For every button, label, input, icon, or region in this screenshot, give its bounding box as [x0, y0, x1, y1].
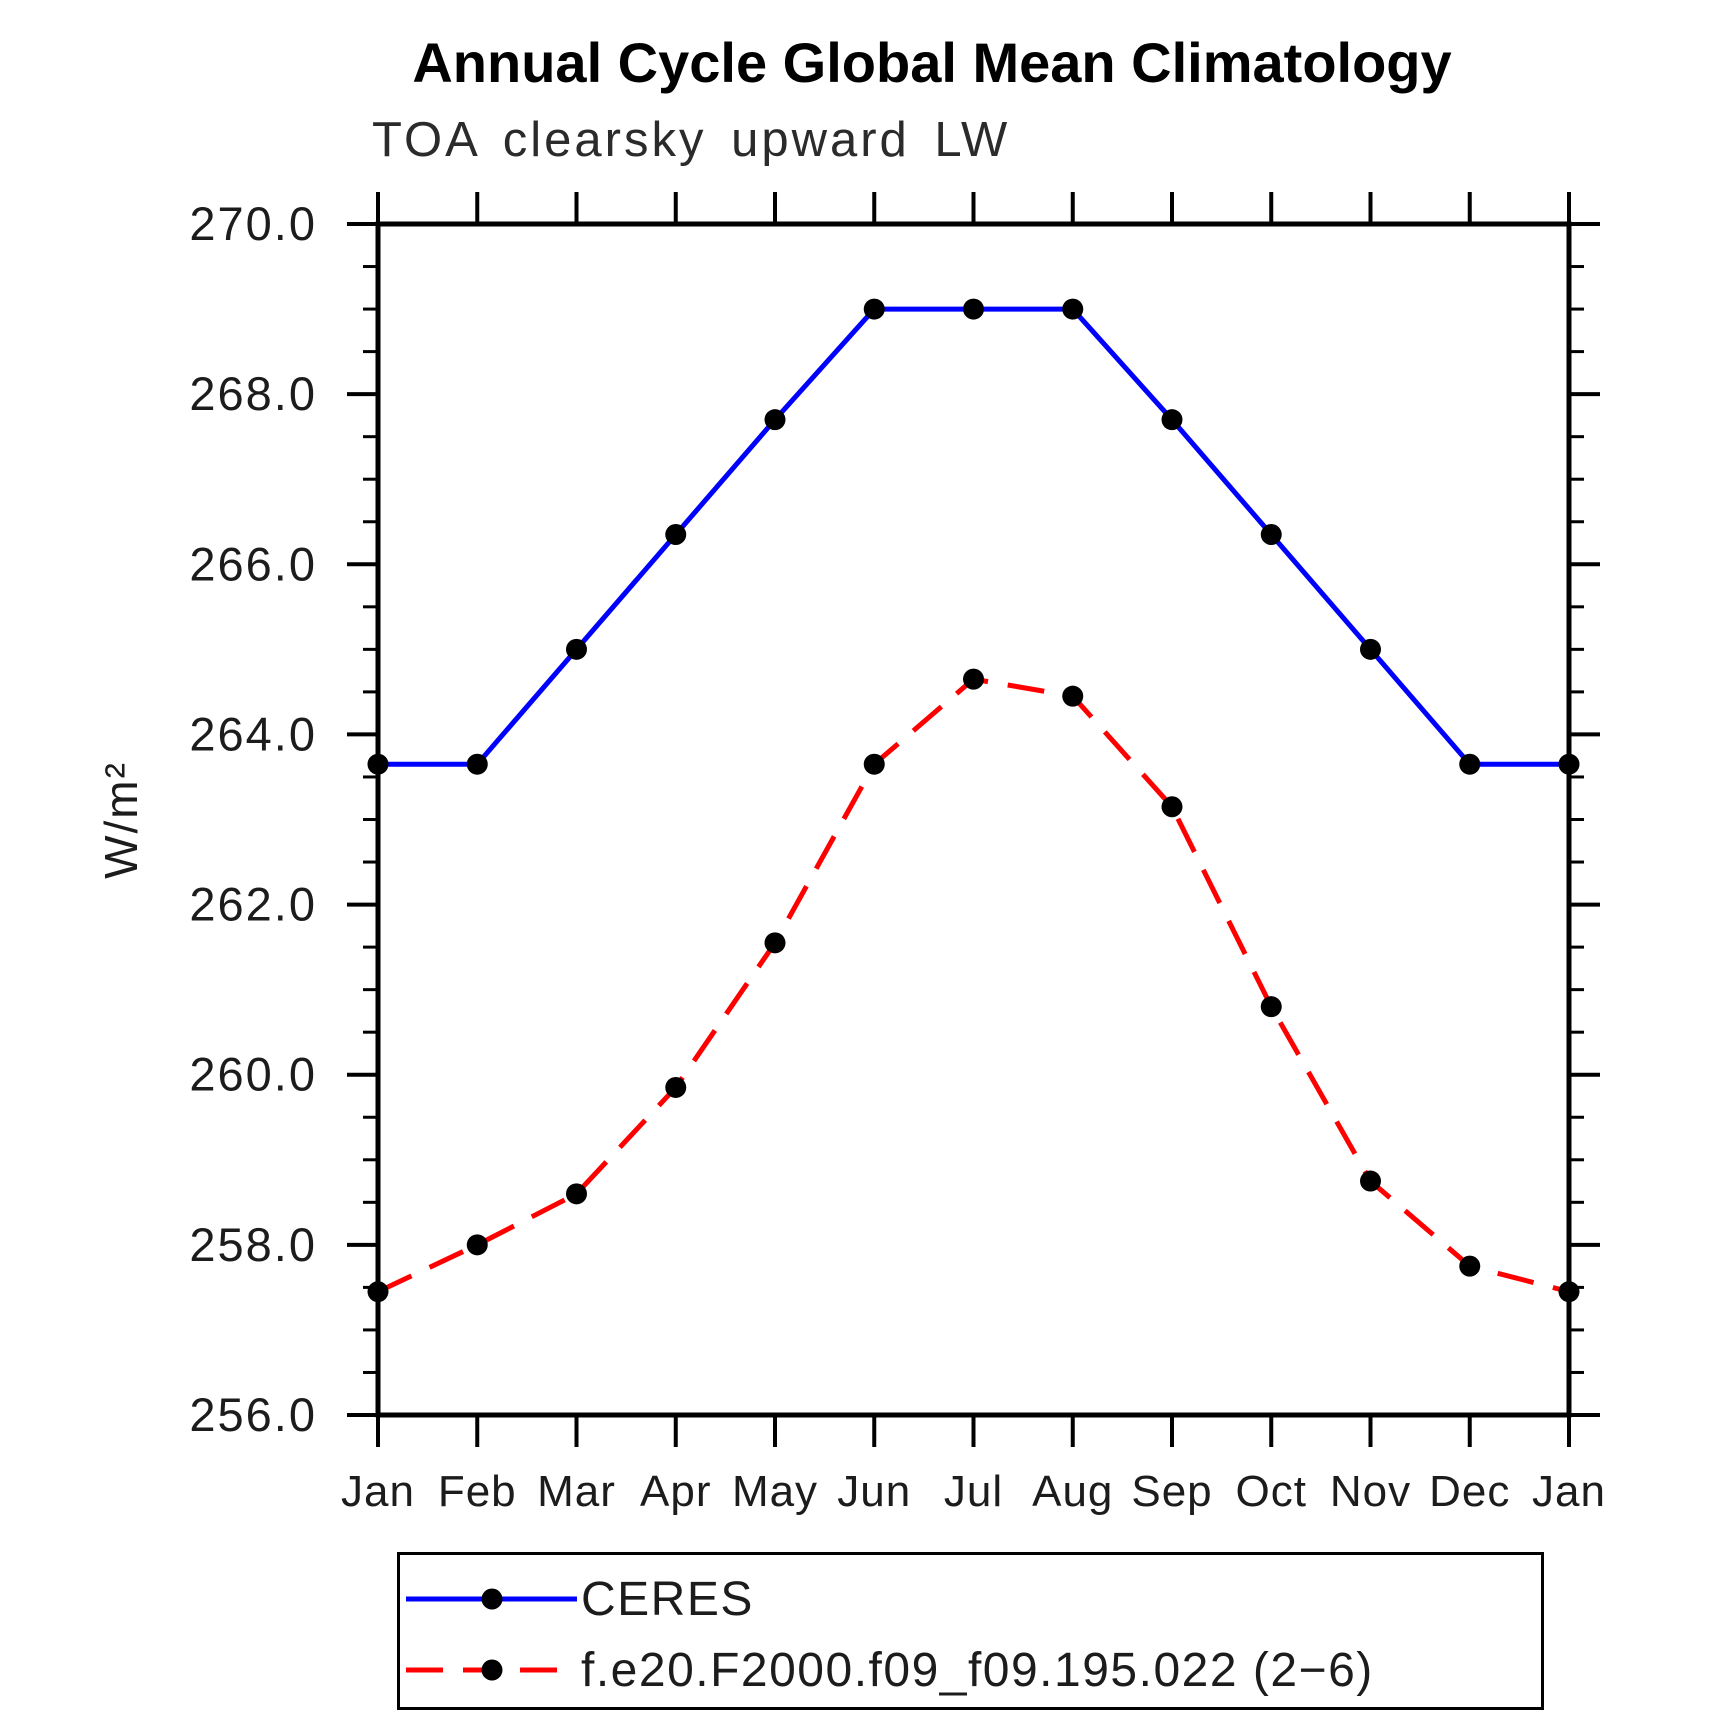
series-line — [378, 306, 1569, 767]
data-point-marker — [466, 753, 488, 775]
series-ceres — [367, 298, 1580, 775]
y-axis: 256.0 258.0 260.0 262.0 264.0 266.0 268.0 270.0 — [189, 197, 1600, 1441]
chart-title: Annual Cycle Global Mean Climatology — [412, 31, 1452, 94]
data-point-marker — [1459, 753, 1481, 775]
data-point-marker — [1558, 753, 1580, 775]
x-tick-label: Sep — [1131, 1467, 1212, 1516]
data-point-marker — [1161, 409, 1183, 431]
x-axis: Jan Feb Mar Apr May Jun Jul Aug Sep Oct Nov Dec Jan — [341, 192, 1606, 1516]
x-tick-label: Nov — [1330, 1467, 1411, 1516]
x-tick-label: May — [732, 1467, 818, 1516]
data-point-marker — [566, 638, 587, 660]
legend-line-sample-solid — [406, 1588, 577, 1610]
legend-entry-model: f.e20.F2000.f09_f09.195.022 (2−6) — [403, 1643, 1374, 1697]
data-point-marker — [1260, 524, 1282, 546]
legend-label-model: f.e20.F2000.f09_f09.195.022 (2−6) — [581, 1643, 1374, 1697]
data-point-marker — [863, 298, 885, 320]
data-point-marker — [1558, 1281, 1580, 1303]
data-point-marker — [863, 753, 885, 775]
data-point-marker — [764, 409, 786, 431]
x-tick-label: Jan — [341, 1467, 415, 1516]
data-point-marker — [1062, 685, 1084, 707]
plot-frame — [375, 221, 1572, 1418]
x-tick-label: Jul — [944, 1467, 1003, 1516]
legend-marker-dot — [481, 1659, 503, 1681]
data-point-marker — [367, 1281, 389, 1303]
legend-marker-dot — [481, 1588, 503, 1610]
y-tick-label: 260.0 — [189, 1048, 317, 1101]
y-tick-label: 264.0 — [189, 707, 317, 760]
x-tick-label: Oct — [1236, 1467, 1307, 1516]
data-point-marker — [665, 1076, 687, 1098]
data-point-marker — [367, 753, 389, 775]
y-tick-label: 268.0 — [189, 367, 317, 420]
data-point-marker — [963, 668, 984, 690]
data-point-marker — [1161, 796, 1183, 818]
legend-entry-ceres: CERES — [403, 1572, 754, 1626]
legend-label-ceres: CERES — [581, 1572, 754, 1626]
y-tick-label: 256.0 — [189, 1388, 317, 1441]
legend-line-sample-dashed — [406, 1659, 577, 1681]
chart-subtitle: TOA clearsky upward LW — [372, 113, 1011, 167]
x-tick-label: Apr — [640, 1467, 711, 1516]
data-point-marker — [1260, 996, 1282, 1018]
data-point-marker — [1360, 1170, 1381, 1192]
x-tick-label: Dec — [1429, 1467, 1510, 1516]
legend: CERES f.e20.F2000.f09_f09.195.022 (2−6) — [397, 1552, 1544, 1710]
data-point-marker — [1062, 298, 1084, 320]
y-tick-label: 270.0 — [189, 197, 317, 250]
x-tick-label: Jan — [1532, 1467, 1606, 1516]
y-tick-label: 258.0 — [189, 1218, 317, 1271]
data-point-marker — [665, 524, 687, 546]
data-point-marker — [963, 298, 984, 320]
data-point-marker — [466, 1234, 488, 1256]
data-point-marker — [566, 1183, 587, 1205]
x-tick-label: Aug — [1032, 1467, 1113, 1516]
y-tick-label: 266.0 — [189, 537, 317, 590]
data-point-marker — [1459, 1255, 1481, 1277]
y-tick-label: 262.0 — [189, 878, 317, 931]
series-model — [367, 668, 1580, 1303]
series-line — [376, 676, 1570, 1295]
x-tick-label: Mar — [537, 1467, 616, 1516]
x-tick-label: Jun — [837, 1467, 911, 1516]
data-point-marker — [764, 932, 786, 954]
x-tick-label: Feb — [438, 1467, 517, 1516]
data-point-marker — [1360, 638, 1381, 660]
